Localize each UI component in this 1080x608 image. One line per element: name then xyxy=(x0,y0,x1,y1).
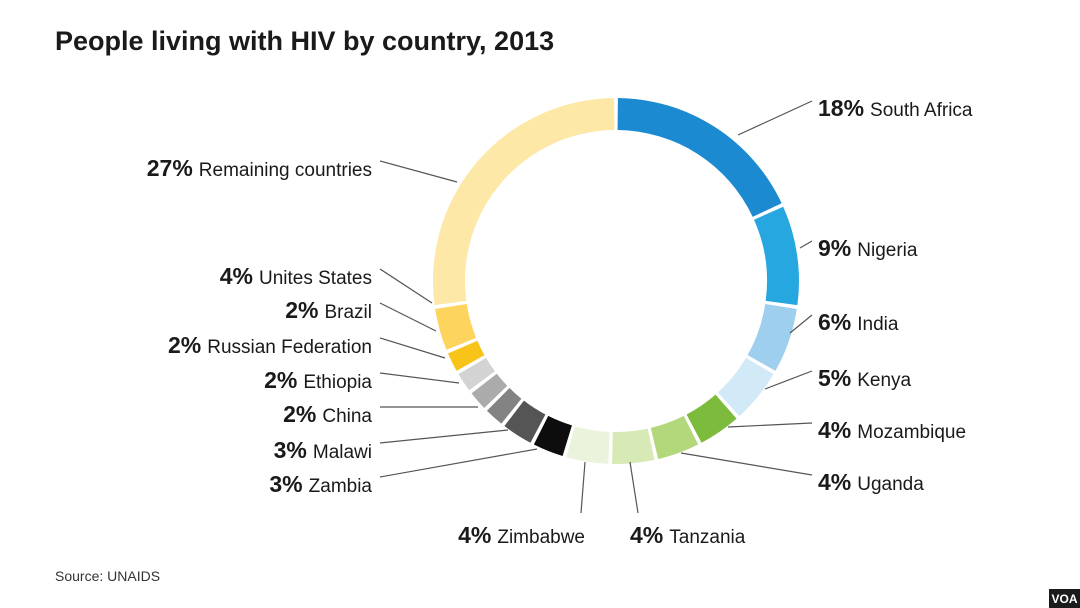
slice-south-africa xyxy=(617,98,782,217)
slice-percent: 2% xyxy=(168,332,201,358)
slice-name: Nigeria xyxy=(857,240,918,261)
leader-line xyxy=(789,314,813,334)
slice-russian-federation xyxy=(458,357,495,391)
slice-label: 4% Mozambique xyxy=(818,417,966,443)
voa-logo: VOA xyxy=(1049,589,1080,608)
slice-name: Uganda xyxy=(857,474,924,495)
slice-percent: 4% xyxy=(818,469,851,495)
slice-name: Russian Federation xyxy=(207,337,372,358)
source-note: Source: UNAIDS xyxy=(55,568,161,584)
slice-label: 4% Unites States xyxy=(220,263,372,289)
leader-line xyxy=(580,461,586,514)
slice-kenya xyxy=(717,357,774,417)
slice-percent: 5% xyxy=(818,365,851,391)
slice-remaining-countries xyxy=(432,98,615,306)
slice-name: Zimbabwe xyxy=(497,527,585,548)
slice-label: 9% Nigeria xyxy=(818,235,918,261)
slice-uganda xyxy=(650,415,699,460)
slice-percent: 4% xyxy=(818,417,851,443)
slice-label: 4% Tanzania xyxy=(630,522,746,548)
slice-percent: 18% xyxy=(818,95,864,121)
slice-label: 2% Russian Federation xyxy=(168,332,372,358)
slice-name: Remaining countries xyxy=(199,160,372,181)
slice-labels: 18% South Africa 9% Nigeria 6% India 5% Kenya 4%… xyxy=(147,95,973,548)
slice-china xyxy=(486,388,522,424)
slice-name: Kenya xyxy=(857,370,911,391)
slice-ethiopia xyxy=(471,373,508,408)
slice-tanzania xyxy=(612,428,655,465)
slice-label: 6% India xyxy=(818,309,899,335)
leader-line xyxy=(379,448,538,478)
leader-line xyxy=(379,160,458,183)
slice-label: 2% Ethiopia xyxy=(264,367,372,393)
slice-name: India xyxy=(857,314,899,335)
slice-name: Unites States xyxy=(259,268,372,289)
slice-name: Brazil xyxy=(324,302,372,323)
slice-name: China xyxy=(322,406,372,427)
slice-name: Zambia xyxy=(309,476,373,497)
slice-percent: 4% xyxy=(458,522,491,548)
leader-line xyxy=(379,268,433,304)
slice-nigeria xyxy=(754,206,800,306)
slice-name: Malawi xyxy=(313,442,372,463)
leader-line xyxy=(680,452,813,476)
leader-line xyxy=(764,370,813,390)
leader-line xyxy=(379,302,437,332)
slice-percent: 6% xyxy=(818,309,851,335)
leader-line xyxy=(379,337,446,359)
slice-zimbabwe xyxy=(566,426,610,464)
slice-label: 5% Kenya xyxy=(818,365,912,391)
slice-name: Ethiopia xyxy=(303,372,372,393)
slice-mozambique xyxy=(686,394,737,443)
slice-india xyxy=(747,304,797,371)
slice-percent: 4% xyxy=(220,263,253,289)
donut-slices xyxy=(432,98,800,465)
slice-label: 4% Uganda xyxy=(818,469,924,495)
leader-line xyxy=(629,461,639,514)
slice-percent: 2% xyxy=(283,401,316,427)
slice-label: 4% Zimbabwe xyxy=(458,522,585,548)
leader-line xyxy=(737,100,813,136)
slice-percent: 9% xyxy=(818,235,851,261)
slice-label: 18% South Africa xyxy=(818,95,973,121)
leader-line xyxy=(379,429,509,444)
leader-line xyxy=(727,422,813,428)
slice-percent: 2% xyxy=(285,297,318,323)
slice-percent: 3% xyxy=(269,471,302,497)
leader-line xyxy=(799,240,813,249)
slice-label: 2% Brazil xyxy=(285,297,372,323)
chart-title: People living with HIV by country, 2013 xyxy=(55,26,555,56)
leader-lines xyxy=(379,100,813,514)
slice-percent: 27% xyxy=(147,155,193,181)
slice-name: Tanzania xyxy=(669,527,745,548)
leader-line xyxy=(379,372,460,384)
slice-label: 3% Malawi xyxy=(274,437,372,463)
slice-percent: 3% xyxy=(274,437,307,463)
slice-name: Mozambique xyxy=(857,422,966,443)
slice-label: 3% Zambia xyxy=(269,471,372,497)
slice-name: South Africa xyxy=(870,100,973,121)
slice-percent: 4% xyxy=(630,522,663,548)
slice-label: 27% Remaining countries xyxy=(147,155,372,181)
slice-unites-states xyxy=(435,304,477,350)
slice-brazil xyxy=(447,340,485,371)
slice-percent: 2% xyxy=(264,367,297,393)
slice-label: 2% China xyxy=(283,401,372,427)
slice-malawi xyxy=(504,400,546,443)
slice-zambia xyxy=(533,415,572,457)
